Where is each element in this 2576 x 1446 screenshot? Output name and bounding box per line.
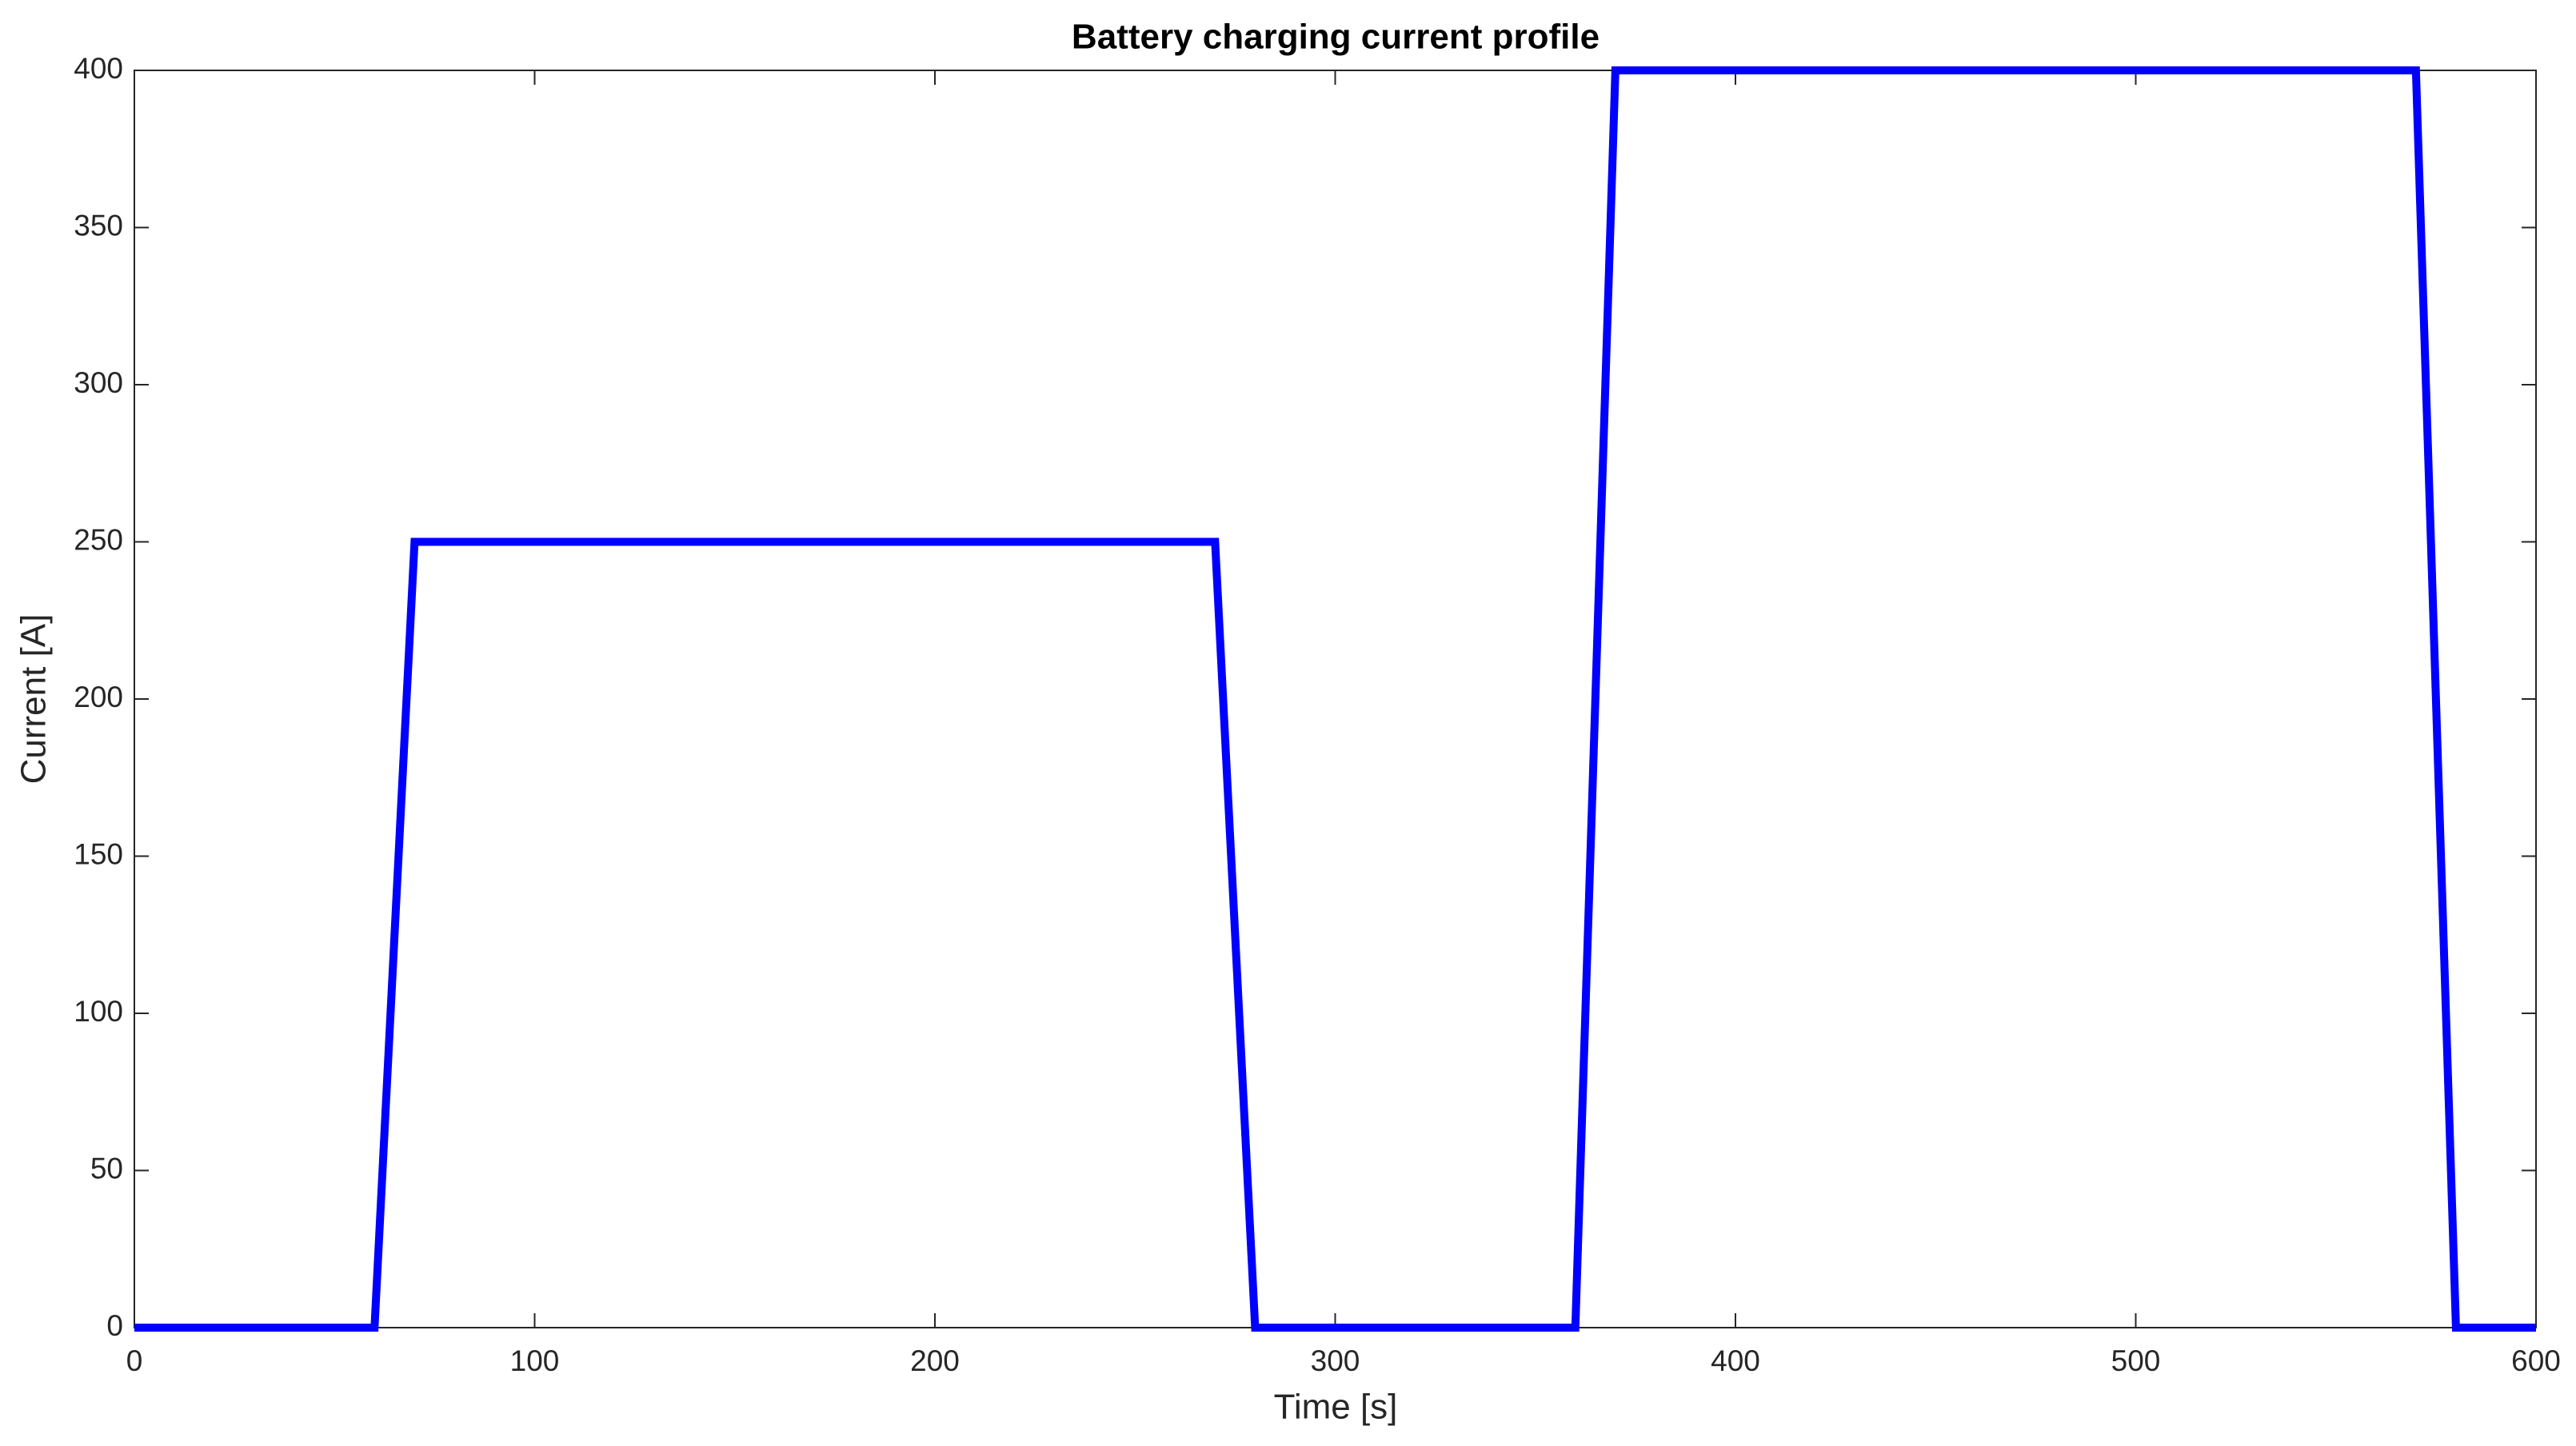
y-tick-label: 200 — [74, 681, 123, 713]
y-axis-label: Current [A] — [14, 614, 54, 785]
data-line — [134, 66, 2536, 1332]
y-tick-label: 250 — [74, 523, 123, 556]
x-tick-label: 300 — [1311, 1344, 1360, 1377]
y-tick-label: 0 — [106, 1309, 123, 1342]
y-tick-label: 400 — [74, 52, 123, 85]
y-tick-label: 50 — [90, 1152, 123, 1184]
y-tick-label: 350 — [74, 209, 123, 242]
chart-title: Battery charging current profile — [1072, 18, 1600, 57]
x-tick-label: 400 — [1711, 1344, 1760, 1377]
x-tick-label: 500 — [2111, 1344, 2161, 1377]
y-tick-label: 150 — [74, 837, 123, 870]
x-tick-label: 600 — [2511, 1344, 2561, 1377]
y-tick-label: 100 — [74, 995, 123, 1028]
x-tick-label: 0 — [126, 1344, 143, 1377]
y-tick-label: 300 — [74, 366, 123, 399]
x-tick-label: 200 — [910, 1344, 960, 1377]
x-tick-label: 100 — [510, 1344, 560, 1377]
x-axis-label: Time [s] — [1274, 1388, 1398, 1427]
